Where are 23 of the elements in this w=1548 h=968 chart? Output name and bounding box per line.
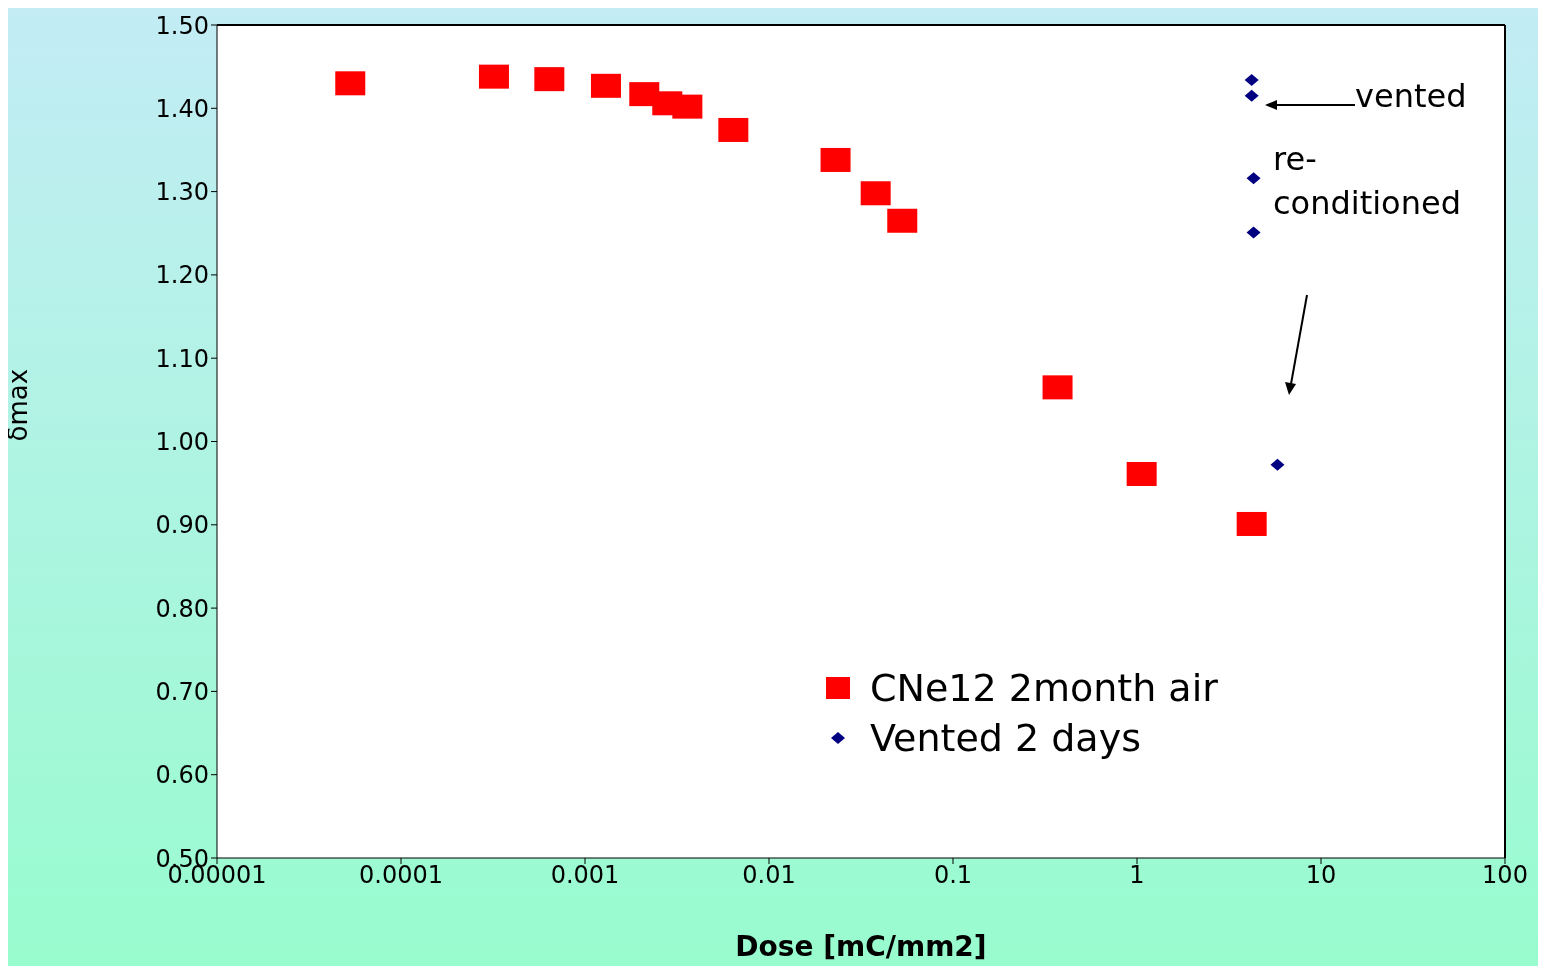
y-tick-label: 1.00 xyxy=(155,428,209,457)
y-tick-label: 1.20 xyxy=(155,261,209,290)
x-tick-label: 0.0001 xyxy=(359,861,443,890)
y-tick-label: 0.80 xyxy=(155,594,209,623)
y-tick-label: 0.90 xyxy=(155,511,209,540)
legend-label: Vented 2 days xyxy=(870,715,1141,762)
legend-label: CNe12 2month air xyxy=(870,665,1218,712)
x-tick-label: 0.01 xyxy=(742,861,796,890)
y-axis-title: δmax xyxy=(3,368,34,442)
x-tick-label: 10 xyxy=(1305,861,1337,890)
annotation: re-conditioned xyxy=(1273,140,1461,222)
y-tick-label: 1.40 xyxy=(155,94,209,123)
x-tick-label: 0.1 xyxy=(933,861,973,890)
y-tick-label: 1.10 xyxy=(155,344,209,373)
annotation: vented xyxy=(1355,77,1467,115)
x-tick-label: 0.001 xyxy=(550,861,620,890)
y-tick-label: 1.30 xyxy=(155,178,209,207)
x-axis-title: Dose [mC/mm2] xyxy=(735,930,987,963)
y-tick-label: 0.60 xyxy=(155,761,209,790)
x-tick-label: 1 xyxy=(1129,861,1145,890)
y-tick-label: 1.50 xyxy=(155,11,209,40)
x-tick-label: 100 xyxy=(1482,861,1528,890)
y-tick-label: 0.70 xyxy=(155,677,209,706)
